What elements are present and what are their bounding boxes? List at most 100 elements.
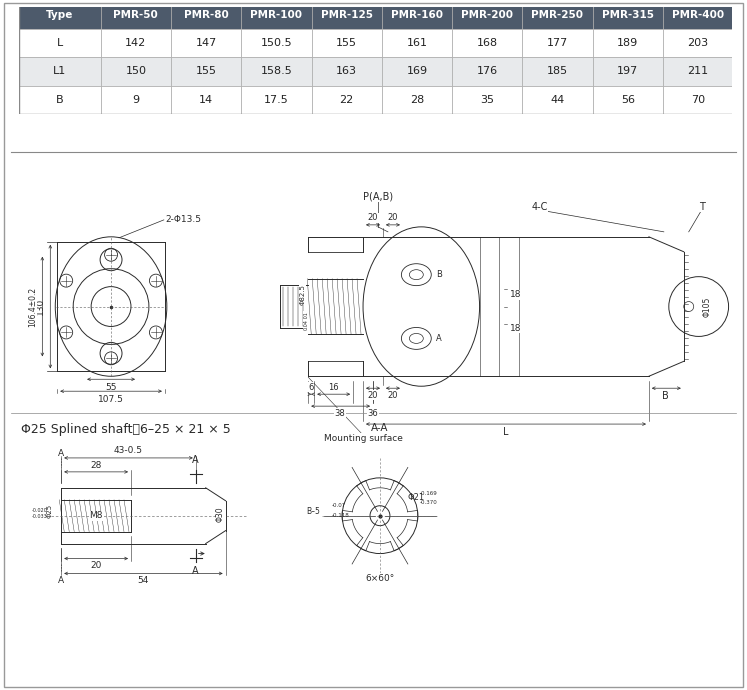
Bar — [241, 29, 311, 57]
Text: A-A: A-A — [371, 423, 388, 433]
Text: 155: 155 — [196, 66, 217, 77]
Text: 16: 16 — [328, 383, 338, 392]
Text: 18: 18 — [509, 324, 521, 333]
Text: 20: 20 — [388, 213, 398, 222]
Text: 189: 189 — [617, 38, 639, 48]
Text: 43-0.5: 43-0.5 — [114, 446, 143, 455]
Bar — [382, 57, 452, 86]
Text: 142: 142 — [125, 38, 146, 48]
Bar — [382, 29, 452, 57]
Bar — [592, 29, 663, 57]
Text: B–5: B–5 — [306, 507, 320, 516]
Text: -0.169: -0.169 — [420, 491, 438, 496]
Text: 20: 20 — [90, 561, 102, 570]
Bar — [171, 1, 241, 29]
Text: 211: 211 — [687, 66, 709, 77]
Text: 20: 20 — [388, 391, 398, 400]
Text: PMR-250: PMR-250 — [531, 10, 583, 20]
Bar — [311, 1, 382, 29]
Text: Φ25: Φ25 — [46, 504, 52, 518]
Text: 38: 38 — [335, 408, 346, 417]
Text: 44: 44 — [551, 95, 565, 105]
Bar — [19, 1, 101, 29]
Text: 2-Φ13.5: 2-Φ13.5 — [166, 215, 202, 224]
Text: 18: 18 — [509, 290, 521, 299]
Text: PMR-80: PMR-80 — [184, 10, 229, 20]
Text: A: A — [436, 334, 442, 343]
Text: 177: 177 — [547, 38, 568, 48]
Text: A: A — [58, 576, 64, 585]
Bar — [101, 29, 171, 57]
Text: 158.5: 158.5 — [261, 66, 292, 77]
Bar — [241, 57, 311, 86]
Text: 130: 130 — [36, 298, 45, 315]
Text: A: A — [193, 455, 199, 465]
Text: 147: 147 — [196, 38, 217, 48]
Text: Φ30: Φ30 — [216, 506, 225, 522]
Text: 35: 35 — [480, 95, 495, 105]
Bar — [171, 57, 241, 86]
Bar — [452, 29, 522, 57]
Text: B: B — [436, 270, 442, 279]
Bar — [101, 86, 171, 114]
Text: 107.5: 107.5 — [98, 395, 124, 404]
Text: 14: 14 — [199, 95, 213, 105]
Text: P(A,B): P(A,B) — [363, 192, 393, 202]
Text: Φ21: Φ21 — [408, 493, 425, 502]
Text: 6×60°: 6×60° — [365, 574, 394, 583]
Text: 106.4±0.2: 106.4±0.2 — [28, 286, 37, 326]
Text: 17.5: 17.5 — [264, 95, 289, 105]
Text: 203: 203 — [687, 38, 709, 48]
Text: -0.118: -0.118 — [332, 513, 350, 518]
Bar — [101, 57, 171, 86]
Text: 197: 197 — [617, 66, 639, 77]
Text: M8: M8 — [90, 511, 103, 520]
Text: 150.5: 150.5 — [261, 38, 292, 48]
Text: 56: 56 — [621, 95, 635, 105]
Text: 185: 185 — [547, 66, 568, 77]
Text: B: B — [56, 95, 63, 105]
Text: 0.04: 0.04 — [304, 319, 309, 330]
Text: Type: Type — [46, 10, 73, 20]
Bar — [522, 86, 592, 114]
Text: 169: 169 — [406, 66, 427, 77]
Bar — [663, 86, 733, 114]
Bar — [19, 57, 101, 86]
Text: 155: 155 — [336, 38, 357, 48]
Text: PMR-50: PMR-50 — [114, 10, 158, 20]
Text: -0.370: -0.370 — [420, 500, 438, 505]
Text: 20: 20 — [368, 213, 378, 222]
Text: PMR-100: PMR-100 — [250, 10, 303, 20]
Bar — [171, 29, 241, 57]
Bar — [311, 86, 382, 114]
Bar — [19, 86, 101, 114]
Text: 55: 55 — [105, 383, 117, 392]
Text: 163: 163 — [336, 66, 357, 77]
Text: 28: 28 — [90, 462, 102, 471]
Text: Φ105: Φ105 — [702, 296, 711, 317]
Bar — [592, 1, 663, 29]
Text: T: T — [698, 202, 704, 212]
Bar — [663, 1, 733, 29]
Bar — [522, 1, 592, 29]
Text: 0.01: 0.01 — [304, 311, 309, 322]
Text: 54: 54 — [137, 576, 149, 585]
Text: 28: 28 — [410, 95, 424, 105]
Text: 20: 20 — [368, 391, 378, 400]
Bar — [382, 1, 452, 29]
Text: PMR-125: PMR-125 — [320, 10, 373, 20]
Bar — [663, 57, 733, 86]
Text: -0.07: -0.07 — [332, 503, 347, 508]
Text: 176: 176 — [477, 66, 498, 77]
Text: B: B — [663, 391, 669, 401]
Text: 161: 161 — [406, 38, 427, 48]
Text: L: L — [57, 38, 63, 48]
Bar — [311, 29, 382, 57]
Text: 6: 6 — [309, 383, 314, 392]
Bar — [241, 86, 311, 114]
Bar — [311, 57, 382, 86]
Bar — [19, 29, 101, 57]
Bar — [592, 57, 663, 86]
Text: L: L — [503, 427, 508, 437]
Text: PMR-200: PMR-200 — [461, 10, 513, 20]
